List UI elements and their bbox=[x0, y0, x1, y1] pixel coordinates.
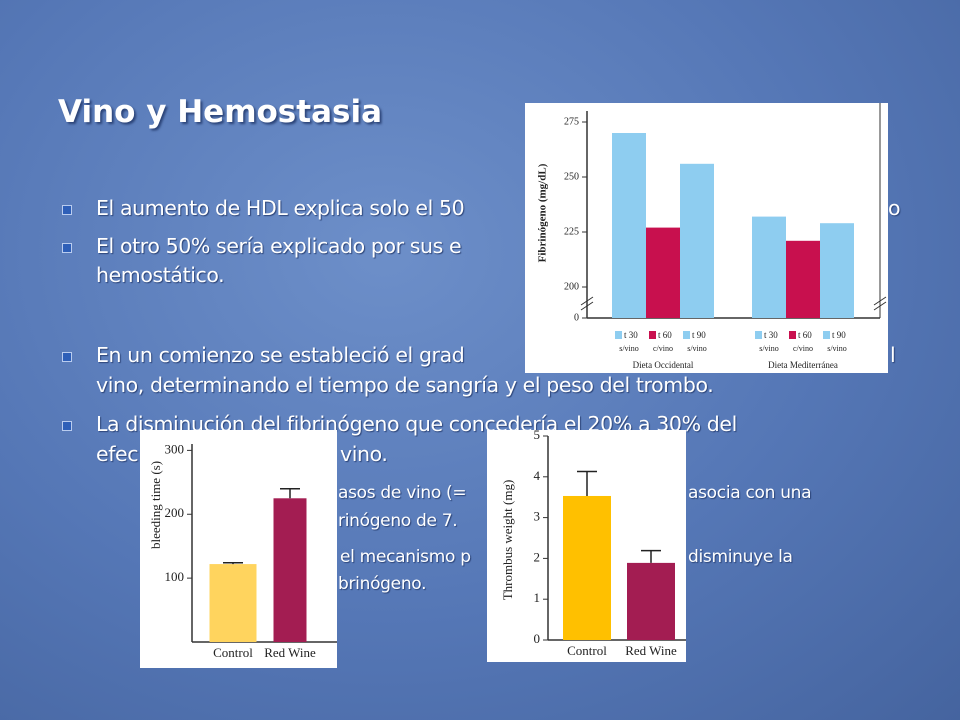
y-tick-label: 200 bbox=[165, 505, 185, 520]
error-bar bbox=[577, 470, 597, 496]
bar bbox=[680, 163, 714, 318]
y-tick-label: 5 bbox=[534, 430, 541, 442]
y-tick-label: 3 bbox=[534, 509, 541, 524]
legend-sublabel: s/vino bbox=[619, 344, 639, 353]
bullet-text: El aumento de HDL explica solo el 50 bbox=[96, 196, 465, 220]
legend-swatch bbox=[683, 331, 690, 339]
bullet-text: efec bbox=[96, 442, 139, 466]
bullet-text: El otro 50% sería explicado por sus e bbox=[96, 234, 462, 258]
bullet-text: En un comienzo se estableció el grad bbox=[96, 343, 465, 367]
legend-label: t 30 bbox=[624, 330, 638, 340]
legend-swatch bbox=[789, 331, 796, 339]
fibrinogen-chart: 0 200 225 250 275 Fibrinógeno (mg/dL) t 30 s/vi… bbox=[525, 103, 888, 373]
y-axis-label: Fibrinógeno (mg/dL) bbox=[537, 163, 549, 262]
y-tick-label: 300 bbox=[165, 441, 185, 456]
legend-sublabel: s/vino bbox=[687, 344, 707, 353]
y-tick-label: 2 bbox=[534, 549, 541, 564]
bullet-text: l bbox=[890, 343, 896, 367]
legend-sublabel: c/vino bbox=[653, 344, 673, 353]
bar bbox=[820, 223, 854, 318]
bullet-text: hemostático. bbox=[96, 263, 225, 287]
slide-title: Vino y Hemostasia bbox=[58, 94, 382, 130]
error-bar bbox=[641, 549, 661, 563]
bullet-marker bbox=[62, 243, 72, 253]
y-tick-label: 0 bbox=[534, 631, 541, 646]
sub-bullet-text: asos de vino (= bbox=[338, 483, 467, 503]
x-tick-label: Dieta Occidental bbox=[633, 360, 694, 370]
sub-bullet-text: asocia con una bbox=[688, 483, 812, 503]
bullet-text: o bbox=[888, 196, 901, 220]
legend-label: t 30 bbox=[764, 330, 778, 340]
axis-break bbox=[580, 296, 887, 311]
error-bar bbox=[223, 562, 243, 565]
bar bbox=[786, 240, 820, 318]
bar bbox=[273, 498, 307, 642]
legend-sublabel: s/vino bbox=[827, 344, 847, 353]
y-tick-label: 200 bbox=[564, 281, 579, 292]
y-tick-label: 0 bbox=[574, 312, 579, 323]
legend-sublabel: s/vino bbox=[759, 344, 779, 353]
x-tick-label: Red Wine bbox=[264, 645, 316, 660]
y-axis-label: Thrombus weight (mg) bbox=[500, 480, 515, 601]
legend-swatch bbox=[823, 331, 830, 339]
bullet-marker bbox=[62, 421, 72, 431]
sub-bullet-text: disminuye la bbox=[688, 547, 793, 567]
legend-swatch bbox=[755, 331, 762, 339]
sub-bullet-text: brinógeno. bbox=[338, 574, 427, 594]
y-axis-label: bleeding time (s) bbox=[148, 461, 163, 549]
legend-label: t 90 bbox=[692, 330, 706, 340]
bullet-marker bbox=[62, 205, 72, 215]
legend-label: t 60 bbox=[658, 330, 672, 340]
x-tick-label: Control bbox=[567, 643, 607, 658]
x-tick-label: Dieta Mediterránea bbox=[768, 360, 838, 370]
y-tick-label: 250 bbox=[564, 171, 579, 182]
bar bbox=[627, 562, 675, 640]
legend-swatch bbox=[615, 331, 622, 339]
y-tick-label: 225 bbox=[564, 226, 579, 237]
bullet-marker bbox=[62, 352, 72, 362]
x-tick-label: Control bbox=[213, 645, 253, 660]
error-bar bbox=[280, 487, 300, 499]
y-tick-label: 275 bbox=[564, 116, 579, 127]
y-tick-label: 4 bbox=[534, 468, 541, 483]
legend-swatch bbox=[649, 331, 656, 339]
y-tick-label: 1 bbox=[534, 590, 541, 605]
bar bbox=[563, 495, 611, 640]
bullet-text: vino, determinando el tiempo de sangría … bbox=[96, 373, 714, 397]
legend-sublabel: c/vino bbox=[793, 344, 813, 353]
sub-bullet-text: el mecanismo p bbox=[340, 547, 471, 567]
y-tick-label: 100 bbox=[165, 569, 185, 584]
legend-label: t 90 bbox=[832, 330, 846, 340]
bar bbox=[646, 227, 680, 318]
sub-bullet-text: rinógeno de 7. bbox=[338, 511, 458, 531]
x-tick-label: Red Wine bbox=[625, 643, 677, 658]
bar bbox=[209, 564, 257, 642]
thrombus-weight-chart: 0 1 2 3 4 5 Thrombus weight (mg) Control Red Win… bbox=[487, 430, 686, 662]
bar bbox=[612, 133, 646, 318]
bullet-text: vino. bbox=[340, 442, 388, 466]
legend-label: t 60 bbox=[798, 330, 812, 340]
bar bbox=[752, 216, 786, 318]
